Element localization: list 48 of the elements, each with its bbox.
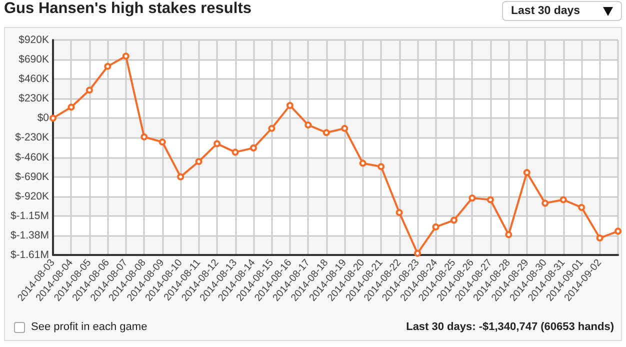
point [140, 133, 148, 140]
point [578, 204, 586, 211]
point [341, 124, 348, 132]
point [232, 148, 239, 156]
chart-title: Gus Hansen's high stakes results [4, 0, 252, 18]
point [50, 114, 56, 122]
y-tick-label: $-920K [15, 190, 49, 202]
point [286, 102, 294, 109]
point [177, 173, 184, 180]
y-tick-label: $920K [18, 34, 49, 46]
y-tick-label: $690K [18, 54, 49, 66]
y-tick-label: $0 [37, 112, 50, 124]
point [560, 196, 567, 204]
point [378, 163, 385, 170]
y-tick-label: $-1.15M [10, 210, 49, 222]
point [450, 216, 458, 224]
point [214, 140, 221, 148]
y-tick-label: $-460K [15, 151, 49, 164]
point [432, 223, 440, 230]
period-dropdown: Last 30 days [502, 1, 622, 21]
point [468, 194, 476, 202]
point [542, 200, 549, 207]
point [614, 228, 622, 235]
text: See profit in each game [31, 321, 148, 333]
text: Last 30 days: -$1,340,747 (60653 hands) [406, 321, 614, 333]
point [268, 124, 276, 132]
point [596, 234, 604, 242]
point [505, 231, 512, 238]
point [250, 144, 257, 152]
y-tick-label: $-1.61M [10, 249, 49, 261]
point [359, 160, 366, 167]
point [104, 62, 112, 70]
point [414, 250, 422, 257]
point [195, 158, 202, 166]
point [523, 169, 530, 176]
point [396, 209, 403, 216]
y-tick-label: $-1.38M [10, 229, 49, 242]
point [86, 86, 93, 94]
y-tick-label: $-230K [15, 132, 49, 144]
y-tick-label: $230K [18, 92, 49, 105]
point [486, 196, 494, 204]
point [322, 129, 330, 136]
point [122, 52, 130, 60]
point [304, 121, 312, 128]
point [68, 104, 75, 111]
y-tick-label: $460K [18, 73, 49, 86]
point [158, 138, 166, 146]
y-tick-label: $-690K [15, 170, 49, 183]
